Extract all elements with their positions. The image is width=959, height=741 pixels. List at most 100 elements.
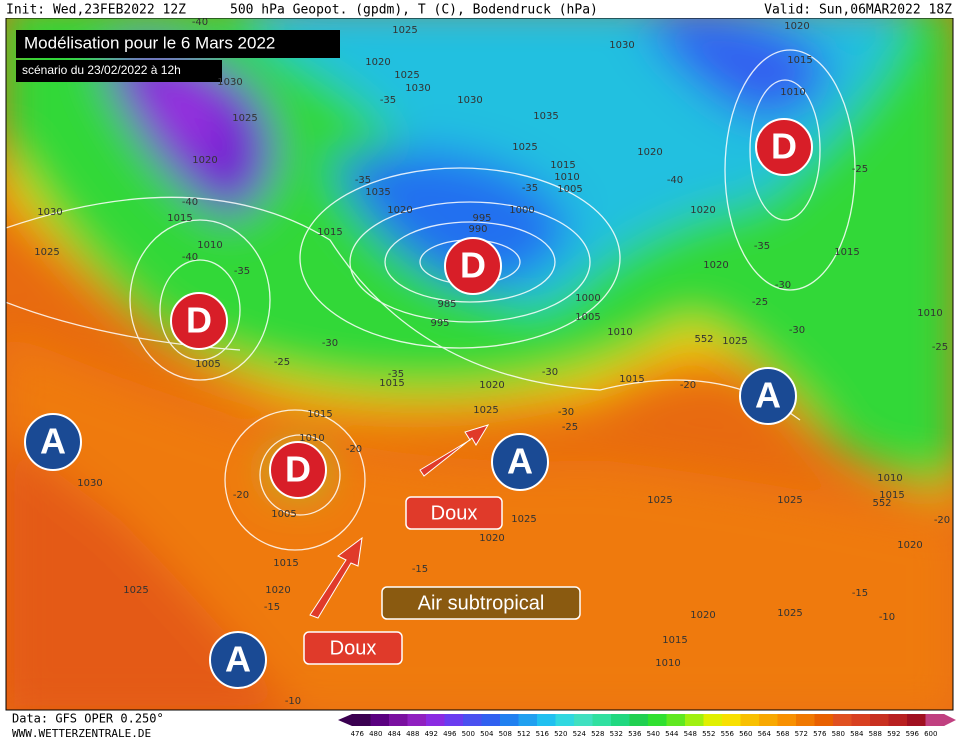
isobar-label: 1025: [512, 142, 537, 153]
isobar-label: 1015: [167, 213, 192, 224]
temperature-label: -30: [322, 338, 338, 349]
isobar-label: 1010: [877, 473, 902, 484]
colorbar-swatch: [814, 714, 834, 726]
isobar-label: 1020: [479, 380, 504, 391]
colorbar-tick-label: 508: [499, 730, 512, 738]
temperature-label: -35: [380, 95, 396, 106]
valid-text: Valid: Sun,06MAR2022 18Z: [764, 3, 952, 18]
isobar-label: 1010: [607, 327, 632, 338]
pressure-center-label: A: [755, 375, 781, 416]
isobar-label: 1025: [232, 113, 257, 124]
isobar-label: 1015: [787, 55, 812, 66]
temperature-label: -30: [542, 367, 558, 378]
colorbar-swatch: [722, 714, 741, 726]
colorbar-swatch: [629, 714, 649, 726]
temperature-label: -30: [775, 280, 791, 291]
temperature-label: -40: [192, 17, 208, 28]
colorbar-tick-label: 556: [721, 730, 735, 738]
annotation: Air subtropical: [418, 592, 545, 614]
isobar-label: 1025: [394, 70, 419, 81]
isobar-label: 1010: [917, 308, 942, 319]
isobar-label: 1010: [299, 433, 324, 444]
colorbar-swatch: [592, 714, 612, 726]
colorbar-swatch: [426, 714, 445, 726]
colorbar-tick-label: 580: [832, 730, 845, 738]
colorbar-swatch: [833, 714, 852, 726]
colorbar-swatch: [870, 714, 889, 726]
colorbar-tick-label: 516: [536, 730, 550, 738]
temperature-label: -10: [285, 696, 301, 707]
isobar-label: 1020: [265, 585, 290, 596]
product-text: 500 hPa Geopot. (gpdm), T (C), Bodendruc…: [230, 3, 598, 18]
isobar-label: 1025: [392, 25, 417, 36]
colorbar-tick-label: 600: [924, 730, 937, 738]
isobar-label: 1020: [192, 155, 217, 166]
isobar-label: 1005: [557, 184, 582, 195]
isobar-label: 1020: [637, 147, 662, 158]
annotation-box: [303, 631, 403, 665]
isobar-label: 995: [430, 318, 449, 329]
isobar-label: 1035: [533, 111, 558, 122]
isobar-label: 1020: [703, 260, 728, 271]
init-text: Init: Wed,23FEB2022 12Z: [6, 3, 186, 18]
isobar-label: 1000: [509, 205, 534, 216]
title-box: [16, 30, 340, 58]
colorbar-tick-label: 576: [813, 730, 827, 738]
colorbar-swatch: [574, 714, 593, 726]
temperature-label: -20: [346, 444, 362, 455]
colorbar-tick-label: 592: [887, 730, 900, 738]
header-bar: [0, 0, 959, 18]
colorbar-tick-label: 528: [591, 730, 604, 738]
pressure-center-label: D: [285, 449, 311, 490]
isobar-label: 995: [472, 213, 491, 224]
isobar-label: 990: [468, 224, 487, 235]
temperature-label: 552: [872, 498, 891, 509]
temperature-label: 552: [694, 334, 713, 345]
isobar-label: 1025: [777, 608, 802, 619]
subtitle: scénario du 23/02/2022 à 12h: [22, 63, 181, 77]
pressure-center-label: A: [225, 639, 251, 680]
isobar-label: 1010: [554, 172, 579, 183]
colorbar-tick-label: 572: [795, 730, 808, 738]
isobar-label: 1025: [722, 336, 747, 347]
pressure-center: [269, 441, 327, 499]
colorbar-swatch: [611, 714, 630, 726]
colorbar-swatch: [851, 714, 871, 726]
isobar-label: 1030: [457, 95, 482, 106]
isobar-label: 1020: [365, 57, 390, 68]
isobar-label: 1020: [897, 540, 922, 551]
temperature-label: -20: [934, 515, 950, 526]
colorbar-swatch: [925, 714, 945, 726]
temperature-label: -25: [852, 164, 868, 175]
colorbar-tick-label: 588: [869, 730, 882, 738]
pressure-center: [444, 237, 502, 295]
pressure-center-label: D: [186, 300, 212, 341]
temperature-label: -15: [852, 588, 868, 599]
isobar-label: 985: [437, 299, 456, 310]
isobar-label: 1000: [575, 293, 600, 304]
isobar-label: 1025: [777, 495, 802, 506]
isobar-label: 1030: [37, 207, 62, 218]
isobar-label: 1005: [575, 312, 600, 323]
temperature-label: -15: [264, 602, 280, 613]
colorbar-swatch: [740, 714, 760, 726]
isobar-label: 1015: [834, 247, 859, 258]
colorbar-swatch: [537, 714, 556, 726]
colorbar-tick-label: 568: [776, 730, 789, 738]
subtitle-box: [16, 60, 222, 82]
colorbar-swatch: [685, 714, 704, 726]
colorbar-swatch: [759, 714, 778, 726]
temperature-label: -20: [233, 490, 249, 501]
colorbar-tick-label: 524: [573, 730, 587, 738]
temperature-label: -15: [412, 564, 428, 575]
pressure-center: [24, 413, 82, 471]
colorbar-tick-label: 536: [628, 730, 642, 738]
colorbar-swatch: [777, 714, 797, 726]
isobar-label: 1015: [619, 374, 644, 385]
colorbar-tick-label: 540: [647, 730, 660, 738]
colorbar-tick-label: 504: [480, 730, 494, 738]
colorbar-tick-label: 476: [351, 730, 365, 738]
colorbar-tick-label: 520: [554, 730, 567, 738]
colorbar-tick-label: 548: [684, 730, 697, 738]
